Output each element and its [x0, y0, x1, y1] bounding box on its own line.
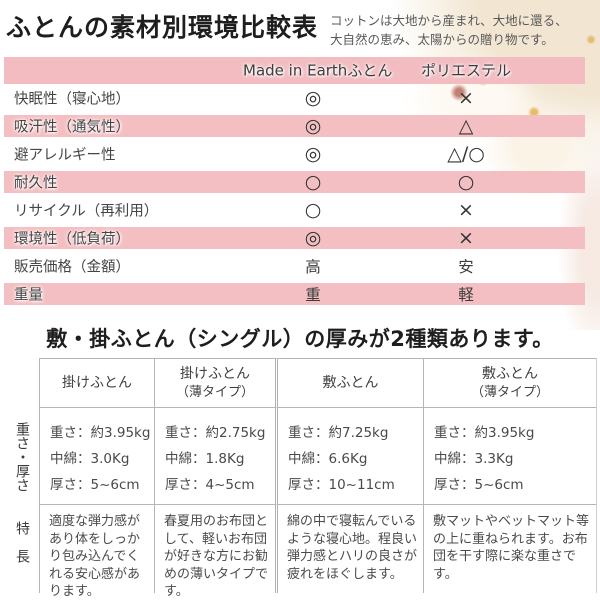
row-label: 快眠性（寝心地）: [14, 91, 130, 108]
feature-cell-kake-thin: 春夏用のお布団として、軽いお布団が好きな方にお勧めの薄いタイプです。: [154, 505, 275, 599]
feature-cell-shiki-thin: 敷マットやベットマット等の上に重ねられます。お布団を干す際に楽な重さです。: [423, 505, 597, 593]
row-label-vertical: 特長: [14, 521, 30, 577]
spec-filling: 中綿：6.6Kg: [288, 451, 368, 467]
table-row: 重量 重 軽: [0, 280, 600, 308]
spec-cell-kake: 重さ：約3.95kg 中綿：3.0Kg 厚さ：5~6cm: [39, 408, 154, 505]
spec-filling: 中綿：3.3Kg: [434, 451, 514, 467]
column-header-sublabel: （薄タイプ）: [175, 384, 254, 400]
spec-weight: 重さ：約3.95kg: [50, 425, 151, 441]
intro-text: コットンは大地から産まれ、大地に還る、 大自然の恵み、太陽からの贈り物です。: [330, 11, 580, 50]
row-label: 避アレルギー性: [14, 147, 116, 164]
column-header-shiki-thin: 敷ふとん （薄タイプ）: [423, 358, 597, 408]
spec-weight: 重さ：約7.25kg: [288, 425, 389, 441]
intro-line-2: 大自然の恵み、太陽からの贈り物です。: [330, 32, 554, 48]
spec-thickness: 厚さ：4~5cm: [165, 477, 255, 493]
column-header-made-in-earth: Made in Earthふとん: [243, 61, 393, 80]
spec-weight: 重さ：約2.75kg: [165, 425, 266, 441]
table-row: 環境性（低負荷） ◎ ×: [0, 224, 600, 252]
spec-filling: 中綿：3.0Kg: [50, 451, 130, 467]
rating-made-in-earth: ○: [304, 199, 322, 221]
row-label-vertical: 重さ・厚さ: [14, 421, 30, 492]
futon-spec-table: 掛けふとん 掛けふとん （薄タイプ） 敷ふとん 敷ふとん （薄タイプ） 重さ・厚…: [5, 358, 597, 599]
table-row: 耐久性 ○ ○: [0, 168, 600, 196]
feature-cell-kake: 適度な弾力感があり体をしっかり包み込んでくれる安心感があります。: [39, 505, 154, 599]
table-row: 販売価格（金額） 高 安: [0, 252, 600, 280]
column-header-label: 敷ふとん: [322, 374, 379, 391]
table-row: 避アレルギー性 ◎ △/○: [0, 140, 600, 168]
rating-made-in-earth: 重: [305, 286, 321, 304]
row-label: 耐久性: [14, 175, 58, 192]
column-header-shiki: 敷ふとん: [275, 358, 423, 408]
row-label: リサイクル（再利用）: [14, 203, 159, 220]
column-header-polyester: ポリエステル: [420, 61, 511, 80]
table-row: 快眠性（寝心地） ◎ ×: [0, 84, 600, 112]
rating-polyester: ×: [458, 227, 474, 249]
rating-polyester: 軽: [458, 286, 474, 304]
row-label: 吸汗性（通気性）: [14, 119, 130, 136]
material-comparison-table: Made in Earthふとん ポリエステル 快眠性（寝心地） ◎ × 吸汗性…: [0, 56, 600, 308]
spec-cell-shiki: 重さ：約7.25kg 中綿：6.6Kg 厚さ：10~11cm: [275, 408, 423, 505]
rating-made-in-earth: ◎: [304, 87, 322, 109]
column-header-label: 掛けふとん: [62, 374, 132, 391]
rating-made-in-earth: 高: [305, 258, 321, 276]
table-row: リサイクル（再利用） ○ ×: [0, 196, 600, 224]
rating-polyester: ×: [458, 199, 474, 221]
column-header-kake: 掛けふとん: [39, 358, 154, 408]
intro-line-1: コットンは大地から産まれ、大地に還る、: [330, 13, 568, 28]
rating-made-in-earth: ◎: [304, 227, 322, 249]
rating-polyester: ○: [457, 171, 475, 193]
row-label: 重量: [14, 287, 43, 304]
spec-weight: 重さ：約3.95kg: [434, 425, 535, 441]
rating-polyester: △: [458, 115, 474, 137]
spec-cell-shiki-thin: 重さ：約3.95kg 中綿：3.3Kg 厚さ：5~6cm: [423, 408, 597, 505]
rating-polyester: 安: [458, 258, 474, 276]
feature-cell-shiki: 綿の中で寝転んでいるような寝心地。程良い弾力感とハリの良さが疲れをほぐします。: [275, 505, 423, 593]
row-label-features: 特長: [5, 505, 39, 593]
spec-thickness: 厚さ：5~6cm: [434, 477, 524, 493]
section-heading: 敷・掛ふとん（シングル）の厚みが2種類あります。: [46, 327, 554, 351]
column-header-sublabel: （薄タイプ）: [470, 384, 549, 400]
page-title: ふとんの素材別環境比較表: [6, 13, 319, 42]
corner-cell: [5, 358, 39, 408]
spec-cell-kake-thin: 重さ：約2.75kg 中綿：1.8Kg 厚さ：4~5cm: [154, 408, 275, 505]
comparison-header-row: Made in Earthふとん ポリエステル: [0, 56, 600, 84]
column-header-kake-thin: 掛けふとん （薄タイプ）: [154, 358, 275, 408]
column-header-label: 敷ふとん: [482, 365, 538, 382]
spec-filling: 中綿：1.8Kg: [165, 451, 245, 467]
table-row: 吸汗性（通気性） ◎ △: [0, 112, 600, 140]
rating-polyester: △/○: [447, 143, 485, 165]
rating-polyester: ×: [458, 87, 474, 109]
rating-made-in-earth: ◎: [304, 115, 322, 137]
column-header-label: 掛けふとん: [180, 365, 250, 382]
rating-made-in-earth: ◎: [304, 143, 322, 165]
spec-thickness: 厚さ：10~11cm: [288, 477, 395, 493]
row-label-weight-thickness: 重さ・厚さ: [5, 408, 39, 505]
row-label: 環境性（低負荷）: [14, 231, 130, 248]
rating-made-in-earth: ○: [304, 171, 322, 193]
spec-thickness: 厚さ：5~6cm: [50, 477, 140, 493]
row-label: 販売価格（金額）: [14, 259, 130, 276]
